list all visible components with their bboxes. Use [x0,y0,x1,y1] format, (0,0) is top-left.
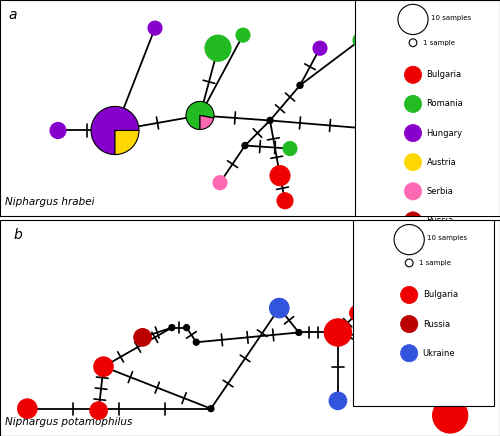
Circle shape [404,153,421,171]
Wedge shape [91,106,139,155]
Circle shape [406,259,413,267]
Circle shape [267,117,273,123]
Circle shape [404,95,421,112]
Circle shape [398,4,428,34]
Circle shape [324,319,351,346]
Circle shape [184,325,190,330]
Circle shape [90,402,108,419]
Text: b: b [14,228,22,242]
Circle shape [296,330,302,335]
Circle shape [432,398,468,433]
Wedge shape [200,116,214,129]
Text: Niphargus hrabei: Niphargus hrabei [5,197,94,207]
Circle shape [94,357,114,376]
Circle shape [398,164,412,178]
Circle shape [236,28,250,42]
Circle shape [205,35,231,61]
Circle shape [270,298,289,318]
Bar [352,220,494,406]
Circle shape [50,123,66,139]
Text: 1 sample: 1 sample [419,260,451,266]
Circle shape [297,82,303,89]
Circle shape [404,183,421,200]
Text: a: a [8,8,16,22]
Circle shape [428,339,444,355]
Text: Russia: Russia [426,216,454,225]
Circle shape [283,142,297,156]
Circle shape [350,305,365,321]
Text: Ukraine: Ukraine [422,349,456,358]
Circle shape [313,41,327,55]
Circle shape [400,344,418,362]
Text: Bulgaria: Bulgaria [426,70,462,79]
Text: Niphargus potamophilus: Niphargus potamophilus [5,417,132,427]
Circle shape [364,339,380,355]
Circle shape [376,116,404,145]
Text: Serbia: Serbia [426,187,454,196]
Circle shape [394,225,424,255]
Text: Hungary: Hungary [426,129,462,137]
Circle shape [208,406,214,412]
Circle shape [404,124,421,142]
Circle shape [194,339,199,345]
Circle shape [329,392,346,410]
Circle shape [169,325,175,330]
Text: Romania: Romania [426,99,464,109]
Circle shape [134,329,152,346]
Text: 10 samples: 10 samples [427,235,468,241]
Circle shape [404,66,421,83]
Text: Austria: Austria [426,158,456,167]
Circle shape [242,143,248,149]
Circle shape [400,316,418,333]
Circle shape [404,212,421,229]
Text: Russia: Russia [422,320,450,329]
Circle shape [270,166,290,186]
Circle shape [213,176,227,190]
Circle shape [409,39,417,47]
Circle shape [400,286,418,303]
Text: 10 samples: 10 samples [431,15,471,21]
Circle shape [353,33,367,47]
Circle shape [277,193,293,209]
Text: 1 sample: 1 sample [423,40,455,46]
Text: Bulgaria: Bulgaria [422,290,458,300]
Wedge shape [186,102,214,129]
Wedge shape [115,130,139,155]
Circle shape [18,399,37,419]
Bar [355,0,500,263]
Circle shape [148,21,162,35]
